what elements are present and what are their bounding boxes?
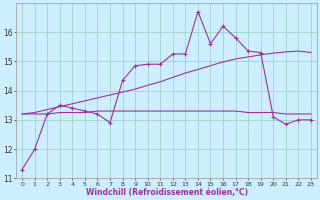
X-axis label: Windchill (Refroidissement éolien,°C): Windchill (Refroidissement éolien,°C)	[85, 188, 248, 197]
